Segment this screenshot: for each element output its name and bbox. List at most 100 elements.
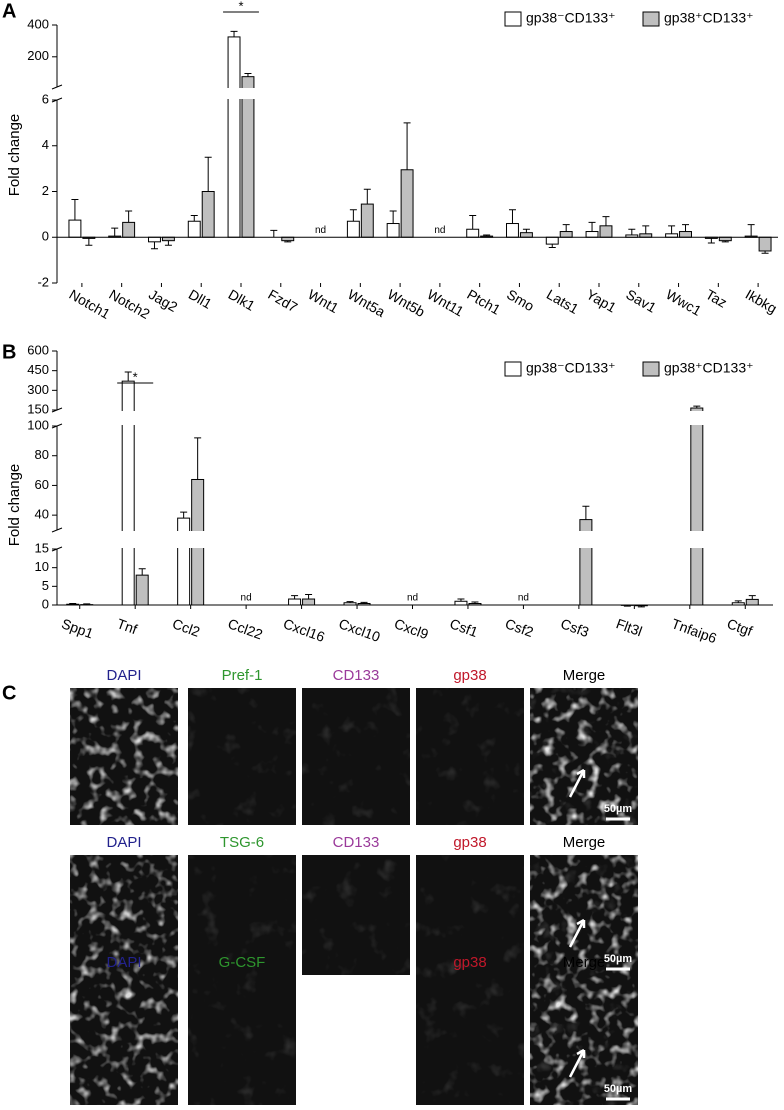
x-tick-label: Csf2 [503, 615, 536, 640]
axis-break [51, 531, 773, 548]
x-tick-label: Jag2 [146, 286, 180, 315]
scale-label: 50µm [604, 953, 633, 965]
y-tick-label: 2 [42, 183, 49, 198]
micrograph-signal [302, 855, 410, 975]
x-tick-label: Notch1 [67, 286, 114, 322]
error-bar [471, 601, 479, 604]
image-label: CD133 [333, 834, 380, 851]
error-bar [204, 156, 212, 192]
bar [745, 598, 759, 606]
bar [187, 220, 201, 238]
x-tick-label: Cxcl16 [281, 615, 327, 645]
image-label: G-CSF [219, 954, 266, 971]
x-tick-label: Flt3l [614, 615, 644, 639]
micrograph-signal [416, 855, 524, 975]
x-tick-label: Wnt5a [345, 286, 388, 320]
panel-label: B [2, 341, 16, 363]
x-tick-label: Ccl22 [226, 615, 265, 642]
bar [506, 223, 519, 238]
error-bar [748, 595, 756, 600]
micrograph-red [530, 688, 638, 825]
significance-label: * [133, 369, 138, 384]
micrograph-signal [188, 975, 296, 1105]
bar [302, 598, 316, 606]
x-tick-label: Wnt11 [425, 286, 467, 320]
y-axis-label: Fold change [6, 464, 23, 547]
value-label: nd [518, 593, 529, 604]
x-tick-label: Ptch1 [464, 286, 503, 318]
x-tick-label: Yap1 [584, 286, 620, 316]
bar [122, 221, 136, 238]
error-bar [747, 224, 755, 237]
error-bar [125, 210, 133, 223]
y-tick-label: 15 [35, 540, 49, 555]
error-bar [190, 215, 198, 222]
y-tick-label: 80 [35, 447, 49, 462]
y-tick-label: 5 [42, 578, 49, 593]
legend-swatch [642, 11, 660, 27]
y-tick-label: 300 [27, 382, 49, 397]
legend-swatch [504, 11, 522, 27]
error-bar [124, 371, 132, 382]
error-bar [602, 216, 610, 226]
bar [135, 574, 149, 606]
image-label: gp38 [453, 954, 486, 971]
bar [639, 233, 653, 238]
value-label: nd [315, 225, 326, 236]
error-bar [403, 122, 411, 170]
x-tick-label: Ccl2 [170, 615, 202, 640]
error-bar [668, 225, 676, 234]
error-bar [734, 600, 742, 603]
error-bar [682, 224, 690, 232]
image-label: DAPI [106, 834, 141, 851]
x-tick-label: Wnt5b [385, 286, 428, 320]
y-tick-label: 0 [42, 229, 49, 244]
bar [545, 236, 559, 245]
error-bar [230, 30, 238, 37]
error-bar [284, 240, 292, 243]
bar-chart: Fold change nd nd -2 0 2 4 6 200 400 Notch1Notch2J… [6, 0, 780, 322]
y-tick-label: 150 [27, 401, 49, 416]
image-label: DAPI [106, 954, 141, 971]
bar [718, 236, 732, 242]
bar [241, 76, 255, 238]
scale-label: 50µm [604, 803, 633, 815]
x-tick-label: Dlk1 [226, 286, 258, 314]
x-tick-label: Tnfaip6 [670, 615, 720, 646]
error-bar [457, 598, 465, 602]
error-bar [562, 224, 570, 232]
bar [201, 191, 215, 238]
legend-label: gp38⁺CD133⁺ [664, 360, 754, 376]
error-bar [270, 229, 278, 238]
y-tick-label: 450 [27, 362, 49, 377]
y-tick-label: 40 [35, 507, 49, 522]
error-bar [707, 238, 715, 244]
micrograph-signal [188, 688, 296, 825]
bar [599, 225, 613, 238]
panel-label: A [2, 0, 16, 22]
bar [288, 598, 302, 606]
y-tick-label: 400 [27, 16, 49, 31]
image-label: DAPI [106, 667, 141, 684]
image-label: Merge [563, 954, 606, 971]
error-bar [150, 241, 158, 250]
value-label: nd [407, 593, 418, 604]
x-tick-label: Wwc1 [663, 286, 704, 319]
bar [148, 236, 161, 243]
error-bar [508, 209, 516, 224]
micrograph-signal [70, 688, 178, 825]
y-tick-label: 200 [27, 48, 49, 63]
x-tick-label: Smo [504, 286, 537, 314]
arrow [568, 768, 586, 798]
error-bar [349, 209, 357, 222]
error-bar [721, 240, 729, 243]
x-tick-label: Taz [703, 286, 730, 311]
error-bar [548, 244, 556, 249]
error-bar [582, 505, 590, 520]
error-bar [483, 234, 491, 237]
error-bar [693, 405, 701, 409]
error-bar [637, 605, 645, 608]
x-tick-label: Wnt1 [305, 286, 341, 316]
error-bar [164, 240, 172, 246]
